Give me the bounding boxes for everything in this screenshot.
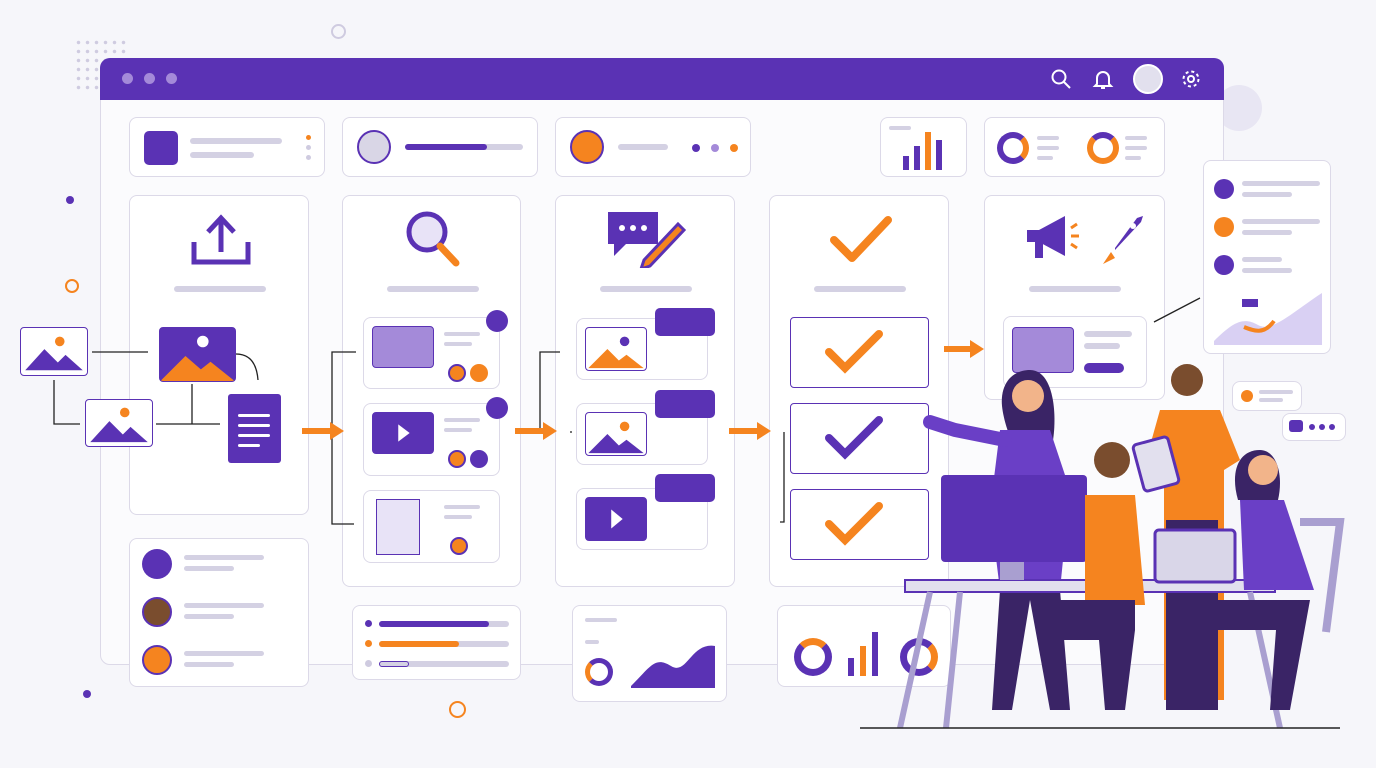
upload-icon <box>191 214 251 265</box>
stats-side-card <box>1203 160 1331 354</box>
review-item-document[interactable] <box>363 490 500 563</box>
ring-decoration <box>65 279 79 293</box>
checkmark-icon <box>830 216 892 262</box>
check-badge-icon <box>470 364 488 382</box>
profile-progress-card[interactable] <box>342 117 538 177</box>
person-seated-man <box>1035 442 1145 710</box>
flow-arrow <box>944 346 972 352</box>
area-chart <box>631 645 715 688</box>
megaphone-icon <box>1027 216 1079 258</box>
window-dot[interactable] <box>166 73 177 84</box>
avatar[interactable] <box>1133 64 1163 94</box>
progress-bar <box>379 641 459 647</box>
avatar <box>570 130 604 164</box>
flow-arrow <box>515 428 545 434</box>
avatar <box>142 549 172 579</box>
ring-decoration <box>331 24 346 39</box>
donut-chart <box>585 658 613 686</box>
window-dot[interactable] <box>122 73 133 84</box>
comment-bubble <box>655 308 715 336</box>
bell-icon[interactable] <box>1092 68 1114 90</box>
donut-chart-card[interactable] <box>984 117 1165 177</box>
donut-chart <box>997 132 1029 164</box>
document-icon <box>228 394 281 463</box>
chat-pencil-icon <box>608 212 687 268</box>
review-item-video[interactable] <box>363 403 500 476</box>
area-chart-card <box>572 605 727 702</box>
bar-chart-card[interactable] <box>880 117 967 177</box>
progress-bar <box>379 661 409 667</box>
summary-card[interactable] <box>129 117 325 177</box>
check-badge-icon <box>486 397 508 419</box>
dot-decoration <box>66 196 74 204</box>
donut-chart <box>1087 132 1119 164</box>
avatar <box>142 645 172 675</box>
comment-bubble <box>655 390 715 418</box>
title-bar <box>100 58 1224 100</box>
gear-icon[interactable] <box>1180 68 1202 90</box>
dot-decoration <box>83 690 91 698</box>
chat-bubble-card <box>1282 413 1346 441</box>
donut-chart <box>794 638 832 676</box>
review-item-image[interactable] <box>363 317 500 389</box>
check-badge-icon <box>486 310 508 332</box>
window-dot[interactable] <box>144 73 155 84</box>
flow-arrow <box>729 428 759 434</box>
ring-decoration <box>449 701 466 718</box>
square-icon <box>144 131 178 165</box>
image-thumbnail[interactable] <box>159 327 236 382</box>
avatar <box>142 597 172 627</box>
image-thumbnail[interactable] <box>20 327 88 376</box>
rocket-icon <box>1103 216 1143 264</box>
progress-card <box>352 605 521 680</box>
comment-bubble <box>655 474 715 502</box>
trend-chart <box>1214 293 1322 345</box>
magnifier-icon <box>406 211 460 267</box>
approval-checkbox[interactable] <box>790 489 929 560</box>
image-thumbnail[interactable] <box>85 399 153 447</box>
team-illustration <box>860 364 1345 729</box>
avatar <box>357 130 391 164</box>
approval-checkbox[interactable] <box>790 403 929 474</box>
approval-checkbox[interactable] <box>790 317 929 388</box>
person-seated-woman <box>1153 450 1345 710</box>
progress-bar <box>379 621 489 627</box>
user-list-card <box>129 538 309 687</box>
search-icon[interactable] <box>1050 68 1072 90</box>
flow-arrow <box>302 428 332 434</box>
chat-bubble-card <box>1232 381 1302 411</box>
profile-status-card[interactable] <box>555 117 751 177</box>
